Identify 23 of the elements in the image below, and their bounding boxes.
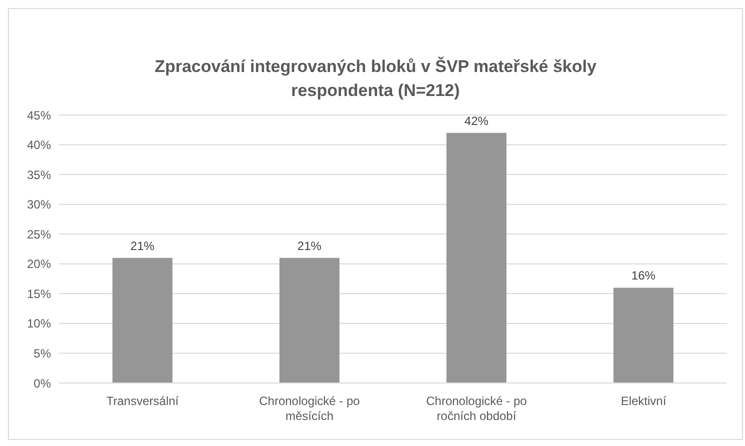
x-tick-label: Transversální bbox=[106, 394, 180, 408]
y-tick-label: 15% bbox=[26, 286, 52, 301]
x-tick-label: Elektivní bbox=[620, 394, 667, 408]
y-tick-label: 30% bbox=[26, 198, 52, 212]
y-tick-label: 45% bbox=[26, 108, 52, 122]
y-tick-label: 20% bbox=[26, 257, 52, 272]
bar bbox=[446, 132, 506, 383]
data-label: 21% bbox=[297, 238, 322, 253]
y-tick-label: 0% bbox=[34, 376, 52, 390]
bar bbox=[279, 258, 340, 383]
y-tick-label: 5% bbox=[34, 346, 52, 360]
x-tick-label: Chronologické - po ročních období bbox=[426, 394, 528, 423]
y-tick-label: 25% bbox=[26, 227, 52, 242]
y-tick-label: 35% bbox=[26, 168, 52, 182]
y-tick-label: 10% bbox=[26, 316, 52, 331]
bar bbox=[613, 288, 674, 383]
data-label: 42% bbox=[464, 114, 489, 128]
data-label: 21% bbox=[130, 238, 155, 253]
bar bbox=[112, 258, 172, 383]
data-label: 16% bbox=[631, 268, 656, 283]
chart-title: Zpracování integrovaných bloků v ŠVP mateřské školy respondenta (N=212) bbox=[154, 56, 598, 102]
x-tick-label: Chronologické - po měsících bbox=[259, 394, 360, 423]
y-tick-label: 40% bbox=[26, 138, 52, 152]
